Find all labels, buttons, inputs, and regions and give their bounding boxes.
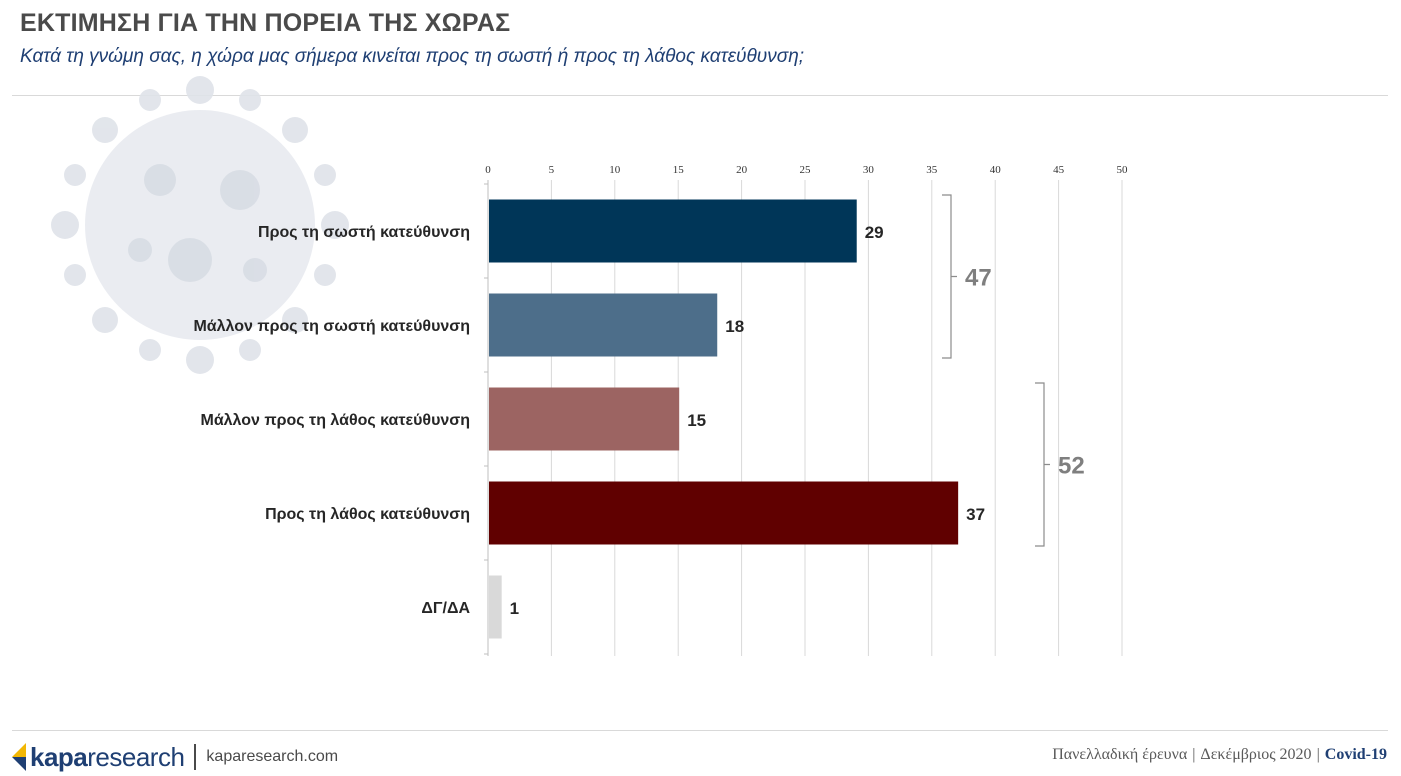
x-tick-label: 10 <box>609 164 621 176</box>
footer-url[interactable]: kaparesearch.com <box>206 748 339 765</box>
bar <box>489 575 502 639</box>
logo-research-text: research <box>87 741 185 772</box>
virus-watermark-icon <box>51 76 349 374</box>
footer-survey: Πανελλαδική έρευνα <box>1052 746 1188 763</box>
category-label: ΔΓ/ΔΑ <box>421 600 470 617</box>
bracket <box>1035 382 1050 547</box>
page-subtitle: Κατά τη γνώμη σας, η χώρα μας σήμερα κιν… <box>20 46 805 67</box>
bar <box>489 387 680 451</box>
footer-divider <box>12 730 1388 731</box>
footer-tag: Covid-19 <box>1324 746 1387 763</box>
bracket <box>942 194 957 359</box>
bracket-total-label: 52 <box>1058 453 1085 480</box>
x-tick-label: 45 <box>1053 164 1065 176</box>
x-tick-label: 40 <box>990 164 1002 176</box>
header-divider <box>12 95 1388 96</box>
kapa-logo-icon <box>12 743 26 771</box>
data-label: 37 <box>966 505 985 524</box>
x-tick-label: 0 <box>485 164 491 176</box>
bar <box>489 293 718 357</box>
footer-date: Δεκέμβριος 2020 <box>1200 746 1312 763</box>
footer-pipe: | <box>1316 746 1320 763</box>
category-label: Μάλλον προς τη λάθος κατεύθυνση <box>200 412 470 429</box>
footer-brand: kapa research kaparesearch.com <box>12 740 338 774</box>
x-tick-label: 35 <box>926 164 938 176</box>
x-tick-label: 30 <box>863 164 875 176</box>
x-tick-label: 15 <box>673 164 685 176</box>
x-tick-label: 25 <box>800 164 812 176</box>
category-label: Προς τη λάθος κατεύθυνση <box>265 506 470 523</box>
x-tick-label: 20 <box>736 164 748 176</box>
bar <box>489 199 857 263</box>
bracket-total-label: 47 <box>965 265 992 292</box>
data-label: 18 <box>725 317 744 336</box>
category-label: Προς τη σωστή κατεύθυνση <box>258 224 470 241</box>
x-tick-label: 5 <box>549 164 555 176</box>
data-label: 15 <box>687 411 706 430</box>
data-label: 1 <box>510 599 519 618</box>
logo-separator <box>194 744 197 770</box>
bar <box>489 481 959 545</box>
x-tick-label: 50 <box>1117 164 1129 176</box>
data-label: 29 <box>865 223 884 242</box>
page-title: ΕΚΤΙΜΗΣΗ ΓΙΑ ΤΗΝ ΠΟΡΕΙΑ ΤΗΣ ΧΩΡΑΣ <box>20 9 511 37</box>
category-label: Μάλλον προς τη σωστή κατεύθυνση <box>193 318 470 335</box>
footer-survey-info: Πανελλαδική έρευνα | Δεκέμβριος 2020 | Covid… <box>1052 746 1387 764</box>
footer-pipe: | <box>1192 746 1196 763</box>
logo-kapa-text: kapa <box>30 741 88 772</box>
